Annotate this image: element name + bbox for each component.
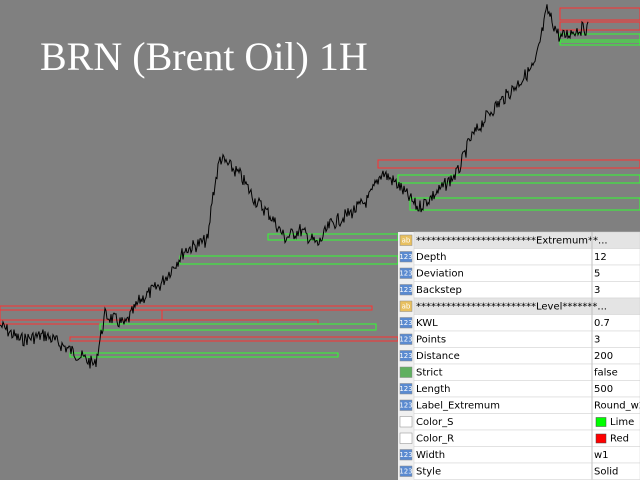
property-name: Length <box>416 384 451 395</box>
icon-label: 123 <box>399 401 412 409</box>
property-name: ************************Level*******... <box>416 301 607 312</box>
resistance-zone <box>559 21 640 31</box>
support-zone <box>69 352 339 358</box>
row-background <box>413 330 640 348</box>
icon-box <box>399 251 413 263</box>
icon-box <box>399 465 413 477</box>
icon-box <box>399 350 413 362</box>
color-swatch <box>595 433 607 444</box>
property-value[interactable]: Red <box>610 433 629 444</box>
icon-box <box>399 366 413 378</box>
icon-label: 123 <box>399 385 412 393</box>
resistance-zone <box>559 7 640 21</box>
icon-label: ab <box>402 236 411 244</box>
icon-box <box>399 432 413 444</box>
icon-box <box>399 234 413 246</box>
icon-label: 123 <box>399 467 412 475</box>
price-line <box>0 4 589 369</box>
property-value[interactable]: 0.7 <box>594 318 610 329</box>
property-value[interactable]: 500 <box>594 384 613 395</box>
icon-box <box>399 317 413 329</box>
property-value[interactable]: 12 <box>594 252 607 263</box>
property-value[interactable]: Round_w2 <box>594 400 640 411</box>
property-name: Color_R <box>416 433 454 444</box>
icon-label: 123 <box>399 269 412 277</box>
support-zone <box>99 323 377 331</box>
support-zone <box>409 197 640 211</box>
property-value[interactable]: 200 <box>594 351 613 362</box>
icon-box <box>399 300 413 312</box>
property-name: Deviation <box>416 268 464 279</box>
icon-label: 123 <box>399 451 412 459</box>
icon-box <box>399 267 413 279</box>
chart-title: BRN (Brent Oil) 1H <box>40 34 368 79</box>
icon-label: 123 <box>399 319 412 327</box>
property-name: Style <box>416 466 441 477</box>
support-zone <box>397 174 640 184</box>
icon-label: ab <box>402 302 411 310</box>
icon-box <box>399 284 413 296</box>
icon-box <box>399 416 413 428</box>
property-value[interactable]: Solid <box>594 466 618 477</box>
icon-label: 123 <box>399 352 412 360</box>
property-value[interactable]: 5 <box>594 268 600 279</box>
icon-label: 123 <box>399 335 412 343</box>
property-name: ************************Extremum**... <box>416 235 608 246</box>
property-name: Strict <box>416 367 443 378</box>
icon-box <box>399 333 413 345</box>
icon-box <box>399 399 413 411</box>
property-name: Backstep <box>416 285 462 296</box>
property-name: Distance <box>416 351 460 362</box>
property-name: Color_S <box>416 417 453 428</box>
resistance-zone <box>377 159 640 169</box>
property-value[interactable]: Lime <box>610 417 634 428</box>
property-name: Points <box>416 334 446 345</box>
property-name: Label_Extremum <box>416 400 500 411</box>
icon-box <box>399 449 413 461</box>
color-swatch <box>595 417 607 427</box>
property-value[interactable]: w1 <box>594 450 609 461</box>
properties-table: ab ************************Extremum**... 1… <box>398 231 640 480</box>
property-name: Width <box>416 450 445 461</box>
property-value[interactable]: false <box>594 367 618 378</box>
icon-box <box>399 383 413 395</box>
icon-label: 123 <box>399 253 412 261</box>
property-value[interactable]: 3 <box>594 334 600 345</box>
property-name: KWL <box>416 318 438 329</box>
icon-label: 123 <box>399 286 412 294</box>
property-value[interactable]: 3 <box>594 285 600 296</box>
resistance-zone <box>0 305 373 311</box>
support-zone <box>559 39 640 46</box>
property-name: Depth <box>416 252 446 263</box>
